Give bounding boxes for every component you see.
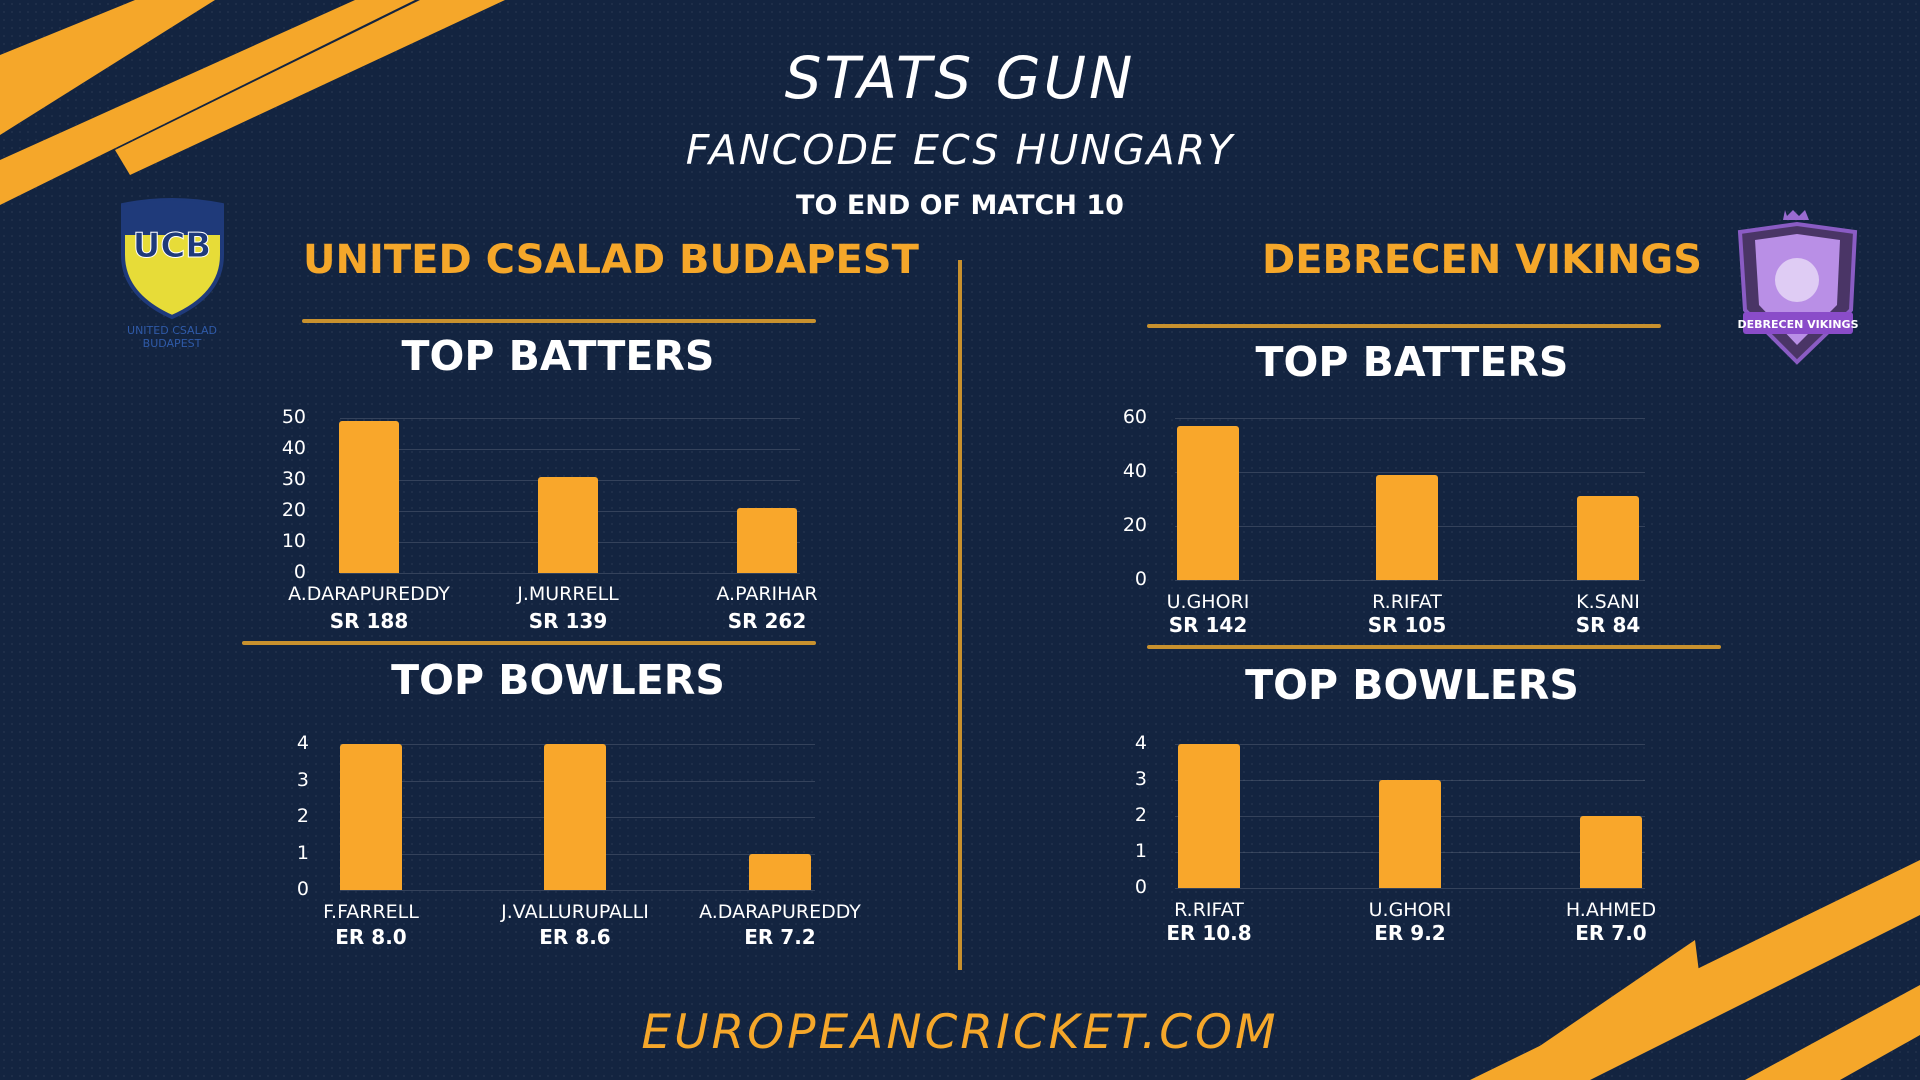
y-tick-label: 1 bbox=[296, 841, 309, 864]
page-title: STATS GUN bbox=[784, 44, 1136, 112]
svg-text:UCB: UCB bbox=[133, 226, 211, 266]
bar bbox=[737, 507, 797, 573]
gridline bbox=[1175, 472, 1645, 473]
left-team-name: UNITED CSALAD BUDAPEST bbox=[303, 237, 919, 283]
y-tick-label: 2 bbox=[1134, 804, 1147, 826]
y-tick-label: 0 bbox=[1134, 876, 1147, 898]
right-batters-heading: TOP BATTERS bbox=[1255, 338, 1569, 386]
y-tick-label: 0 bbox=[296, 878, 309, 900]
y-tick-label: 2 bbox=[296, 805, 309, 827]
gridline bbox=[340, 890, 815, 891]
category-label: A.PARIHAR bbox=[716, 583, 818, 605]
gridline bbox=[1175, 888, 1645, 889]
category-label: J.MURRELL bbox=[517, 583, 619, 605]
left-batters-heading: TOP BATTERS bbox=[401, 332, 715, 380]
y-tick-label: 30 bbox=[281, 468, 306, 490]
y-tick-label: 60 bbox=[1122, 406, 1147, 428]
bar bbox=[1577, 496, 1639, 580]
ucb-shield-icon: UCB bbox=[121, 198, 224, 320]
center-divider bbox=[958, 260, 962, 970]
category-label: K.SANI bbox=[1576, 591, 1640, 613]
category-label: U.GHORI bbox=[1368, 899, 1452, 921]
category-label: H.AHMED bbox=[1565, 899, 1657, 921]
y-tick-label: 1 bbox=[1134, 840, 1147, 862]
ucb-logo-caption: UNITED CSALAD BUDAPEST bbox=[127, 324, 217, 350]
y-tick-label: 3 bbox=[296, 768, 309, 791]
y-tick-label: 40 bbox=[281, 437, 306, 459]
right-mid-rule bbox=[1147, 645, 1721, 649]
gridline bbox=[1175, 418, 1645, 419]
rate-label: ER 10.8 bbox=[1166, 921, 1252, 945]
left-header-rule bbox=[302, 319, 816, 323]
rate-label: ER 7.2 bbox=[744, 925, 816, 949]
bar bbox=[1376, 474, 1438, 580]
right-team-name: DEBRECEN VIKINGS bbox=[1262, 237, 1703, 283]
bar bbox=[1580, 816, 1642, 888]
right-bowlers-heading: TOP BOWLERS bbox=[1245, 661, 1579, 709]
y-tick-label: 4 bbox=[1134, 732, 1147, 754]
category-label: R.RIFAT bbox=[1174, 899, 1244, 921]
bar bbox=[1379, 780, 1441, 888]
bar bbox=[1178, 744, 1240, 888]
y-tick-label: 0 bbox=[1134, 568, 1147, 590]
rate-label: SR 105 bbox=[1367, 613, 1447, 637]
right-header-rule bbox=[1147, 324, 1661, 328]
left-bowlers-heading: TOP BOWLERS bbox=[391, 656, 725, 704]
rate-label: SR 84 bbox=[1575, 613, 1641, 637]
ucb-logo: UCB UNITED CSALAD BUDAPEST bbox=[115, 195, 230, 350]
category-label: A.DARAPUREDDY bbox=[699, 901, 861, 923]
rate-label: SR 188 bbox=[329, 609, 409, 633]
gridline bbox=[1175, 580, 1645, 581]
vikings-logo: DEBRECEN VIKINGS bbox=[1735, 210, 1860, 374]
gridline bbox=[340, 449, 800, 450]
svg-text:DEBRECEN VIKINGS: DEBRECEN VIKINGS bbox=[1737, 318, 1858, 331]
bar bbox=[749, 853, 811, 890]
bar bbox=[538, 476, 598, 573]
gridline bbox=[340, 573, 800, 574]
vikings-shield-icon: DEBRECEN VIKINGS bbox=[1737, 210, 1859, 365]
y-tick-label: 0 bbox=[293, 561, 306, 583]
rate-label: SR 139 bbox=[528, 609, 608, 633]
y-tick-label: 10 bbox=[281, 530, 306, 552]
y-tick-label: 20 bbox=[1122, 514, 1147, 536]
category-label: A.DARAPUREDDY bbox=[288, 583, 450, 605]
y-tick-label: 3 bbox=[1134, 768, 1147, 790]
category-label: R.RIFAT bbox=[1372, 591, 1442, 613]
bar bbox=[339, 421, 399, 573]
category-label: J.VALLURUPALLI bbox=[501, 901, 649, 923]
bar bbox=[340, 744, 402, 890]
y-tick-label: 50 bbox=[281, 406, 306, 428]
rate-label: SR 142 bbox=[1168, 613, 1248, 637]
gridline bbox=[340, 418, 800, 419]
bar bbox=[1177, 426, 1239, 580]
gridline bbox=[1175, 744, 1645, 745]
y-tick-label: 40 bbox=[1122, 460, 1147, 482]
y-tick-label: 20 bbox=[281, 499, 306, 521]
rate-label: ER 7.0 bbox=[1575, 921, 1647, 945]
rate-label: ER 9.2 bbox=[1374, 921, 1446, 945]
page-subtitle: FANCODE ECS HUNGARY bbox=[685, 126, 1235, 174]
rate-label: SR 262 bbox=[727, 609, 807, 633]
rate-label: ER 8.0 bbox=[335, 925, 407, 949]
category-label: F.FARRELL bbox=[323, 901, 419, 923]
bar bbox=[544, 744, 606, 890]
period-label: TO END OF MATCH 10 bbox=[796, 190, 1124, 221]
category-label: U.GHORI bbox=[1166, 591, 1250, 613]
site-url: EUROPEANCRICKET.COM bbox=[641, 1005, 1279, 1060]
rate-label: ER 8.6 bbox=[539, 925, 611, 949]
y-tick-label: 4 bbox=[296, 732, 309, 754]
left-mid-rule bbox=[242, 641, 816, 645]
